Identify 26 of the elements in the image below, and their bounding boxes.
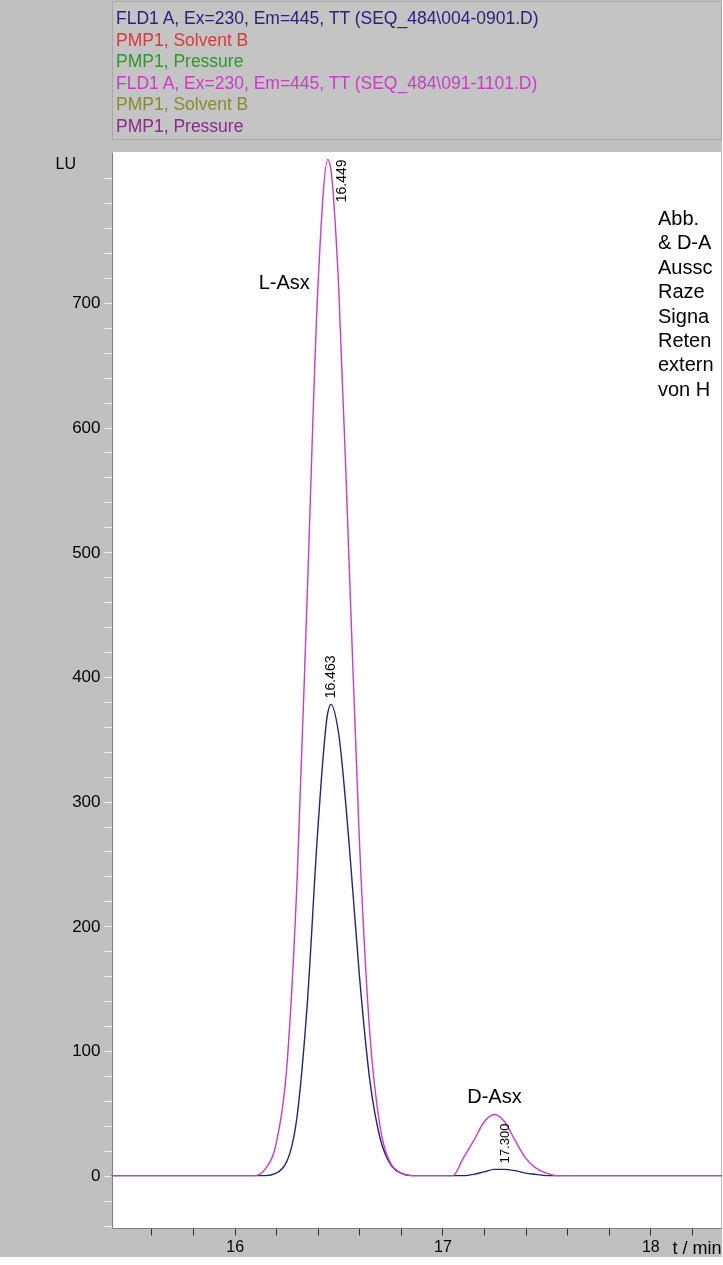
y-tick-label: 0 (91, 1166, 101, 1186)
y-tick-label: 100 (72, 1041, 101, 1061)
x-tick-label: 17 (434, 1237, 452, 1255)
y-tick-label: 600 (72, 418, 101, 438)
annotation: 17.300 (496, 1123, 512, 1164)
legend-label: PMP1, Solvent B (116, 29, 249, 50)
legend-label: PMP1, Pressure (116, 51, 244, 71)
annotation: 16.449 (332, 159, 349, 203)
annotation: D-Asx (467, 1084, 522, 1107)
line-series (111, 158, 722, 1177)
y-tick-label: 500 (72, 542, 101, 562)
y-tick-label: 200 (72, 916, 101, 936)
annotation: 16.463 (321, 655, 338, 699)
legend-label: PMP1, Solvent B (116, 94, 249, 114)
annotation: Abb. & D-A Aussc Raze Signa Reten extern von H (658, 207, 714, 400)
annotation: L-Asx (258, 270, 310, 293)
text: FLD1 A, Ex=230, Em=445, TT (SEQ_484\091-1101.D) (116, 72, 538, 94)
legend-label: PMP1, Pressure (116, 115, 244, 136)
y-axis-title: LU (55, 154, 76, 172)
x-tick-label: 18 (641, 1237, 660, 1255)
y-tick-label: 400 (72, 667, 101, 687)
x-axis-title: t / min (672, 1237, 722, 1258)
y-tick-label: 700 (72, 293, 101, 313)
x-tick-label: 16 (226, 1237, 245, 1255)
text: FLD1 A, Ex=230, Em=445, TT (SEQ_484\004-0901.D) (116, 8, 539, 29)
y-tick-label: 300 (72, 792, 101, 812)
